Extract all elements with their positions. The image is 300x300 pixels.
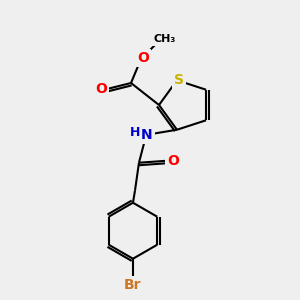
Text: S: S	[174, 73, 184, 87]
Text: Br: Br	[124, 278, 142, 292]
Text: N: N	[141, 128, 153, 142]
Text: O: O	[167, 154, 179, 168]
Text: O: O	[137, 51, 149, 65]
Text: CH₃: CH₃	[154, 34, 176, 44]
Text: O: O	[95, 82, 107, 96]
Text: H: H	[130, 126, 140, 139]
